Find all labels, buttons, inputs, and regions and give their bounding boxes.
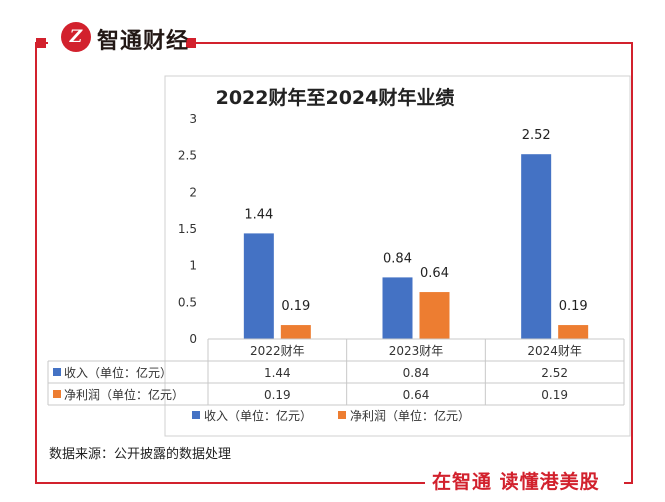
bar-revenue: [521, 154, 552, 339]
table-cell-value: 0.84: [403, 366, 430, 380]
bar-revenue: [243, 233, 274, 339]
y-tick-label: 2.5: [178, 149, 197, 163]
footer-slogan: 在智通 读懂港美股: [432, 471, 600, 493]
x-category-label: 2023财年: [389, 344, 444, 358]
y-tick-label: 0.5: [178, 295, 197, 309]
table-series-swatch: [53, 368, 61, 376]
brand-logo: Z: [61, 22, 91, 52]
chart-title: 2022财年至2024财年业绩: [216, 86, 455, 109]
y-tick-label: 1.5: [178, 222, 197, 236]
bar-revenue: [382, 277, 413, 339]
bar-data-label: 1.44: [244, 207, 273, 222]
table-cell-value: 0.19: [541, 388, 568, 402]
x-category-label: 2022财年: [250, 344, 305, 358]
bar-data-label: 0.19: [559, 299, 588, 314]
y-tick-label: 1: [189, 259, 197, 273]
legend-swatch: [192, 411, 200, 419]
legend-swatch: [338, 411, 346, 419]
table-series-name: 净利润（单位：亿元）: [64, 387, 184, 402]
bar-data-label: 0.19: [281, 299, 310, 314]
y-tick-label: 0: [189, 332, 197, 346]
bar-net-profit: [280, 325, 311, 339]
table-cell-value: 0.64: [403, 388, 430, 402]
bar-data-label: 0.84: [383, 251, 412, 266]
source-note: 数据来源：公开披露的数据处理: [49, 447, 232, 462]
table-series-swatch: [53, 390, 61, 398]
bar-net-profit: [558, 325, 589, 339]
legend-entry: 收入（单位：亿元）: [204, 408, 312, 423]
x-category-label: 2024财年: [527, 344, 582, 358]
y-tick-label: 3: [189, 112, 197, 126]
table-cell-value: 2.52: [541, 366, 568, 380]
bar-net-profit: [419, 292, 450, 339]
table-cell-value: 0.19: [264, 388, 291, 402]
legend-entry: 净利润（单位：亿元）: [350, 408, 470, 423]
table-series-name: 收入（单位：亿元）: [64, 365, 172, 380]
y-tick-label: 2: [189, 185, 197, 199]
bar-data-label: 0.64: [420, 266, 449, 281]
table-cell-value: 1.44: [264, 366, 291, 380]
bar-data-label: 2.52: [522, 128, 551, 143]
brand-name: 智通财经: [97, 29, 190, 54]
